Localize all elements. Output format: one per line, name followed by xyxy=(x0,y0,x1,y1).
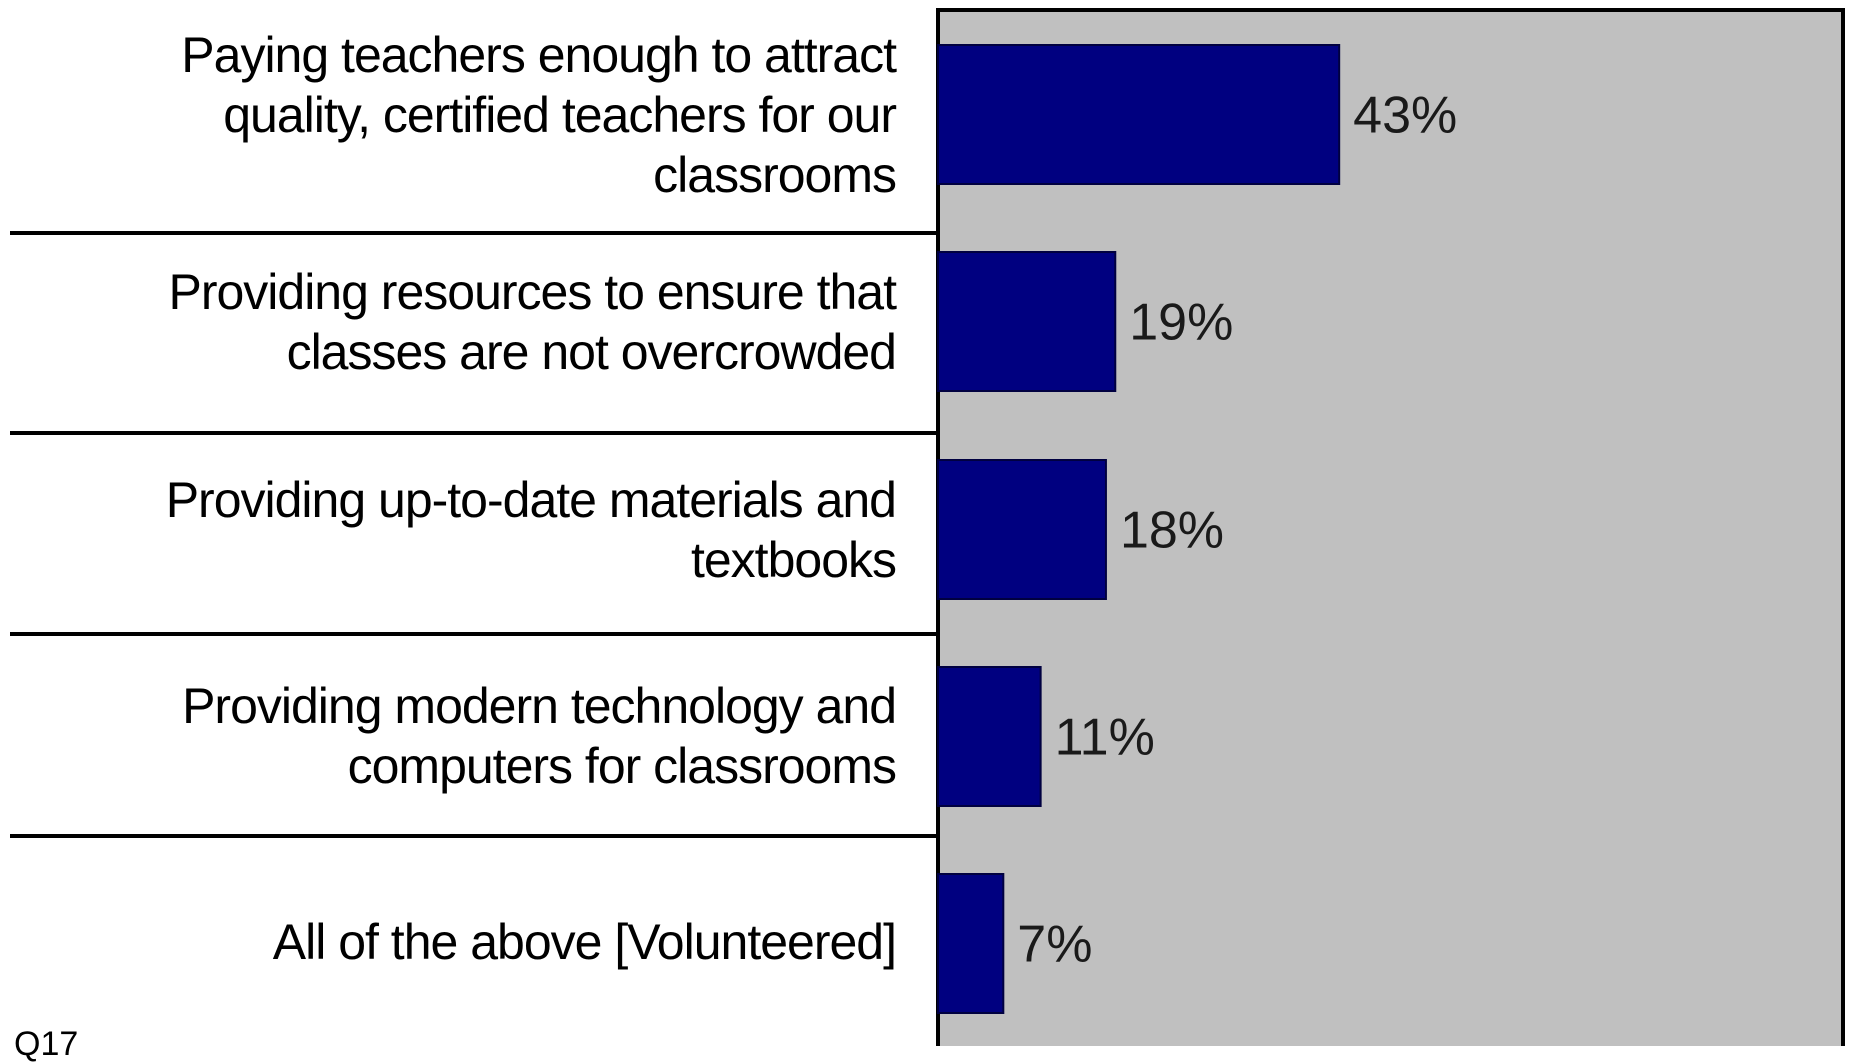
value-label-3: 18% xyxy=(1120,502,1224,560)
value-label-2: 19% xyxy=(1129,294,1233,352)
bar-3 xyxy=(937,459,1107,600)
bars-layer xyxy=(937,44,1341,1014)
bar-4 xyxy=(937,666,1042,807)
category-label-4: Providing modern technology and computer… xyxy=(182,678,897,794)
bar-1 xyxy=(937,44,1341,185)
value-labels: 43% 19% 18% 11% 7% xyxy=(1017,87,1457,974)
footnote: Q17 xyxy=(14,1025,79,1063)
bar-2 xyxy=(937,251,1117,392)
category-label-1: Paying teachers enough to attract qualit… xyxy=(181,27,897,203)
bar-5 xyxy=(937,873,1005,1014)
category-label-3: Providing up-to-date materials and textb… xyxy=(165,472,897,588)
value-label-5: 7% xyxy=(1017,916,1092,974)
value-label-4: 11% xyxy=(1055,709,1155,767)
category-label-5: All of the above [Volunteered] xyxy=(272,914,897,970)
row-separators xyxy=(10,231,938,838)
value-label-1: 43% xyxy=(1353,87,1457,145)
category-label-2: Providing resources to ensure that class… xyxy=(168,264,897,380)
